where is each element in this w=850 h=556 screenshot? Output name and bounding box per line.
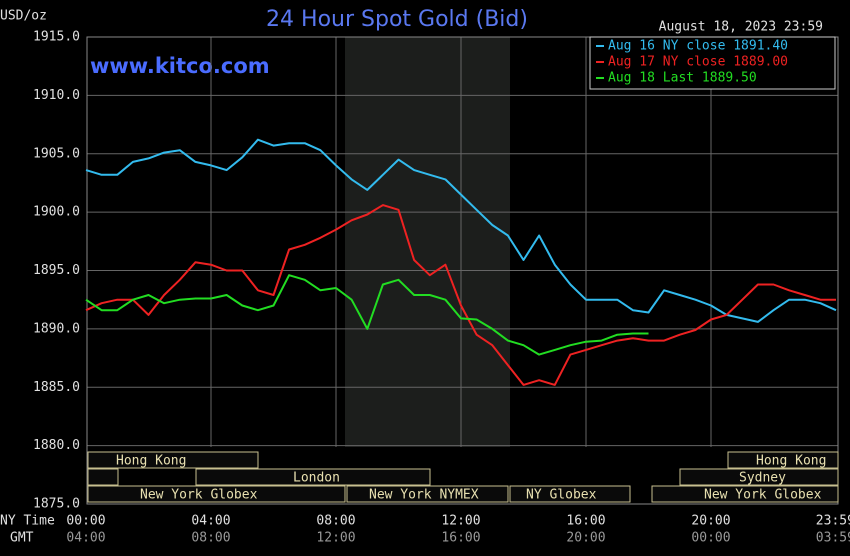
series-line	[85, 138, 837, 323]
legend-label: Aug 18 Last 1889.50	[608, 71, 757, 86]
series-line	[85, 274, 649, 356]
series-line	[85, 204, 836, 386]
session-label: Sydney	[739, 471, 786, 486]
x2-tick-label: 20:00	[566, 531, 605, 546]
session-box	[195, 468, 431, 486]
x2-tick-label: 03:59	[816, 531, 850, 546]
x2-tick-label: 04:00	[66, 531, 105, 546]
legend-label: Aug 16 NY close 1891.40	[608, 39, 788, 54]
y-tick-label: 1910.0	[33, 88, 80, 103]
y-tick-label: 1895.0	[33, 263, 80, 278]
x-tick-label: 16:00	[566, 514, 605, 529]
y-tick-label: 1915.0	[33, 30, 80, 45]
x2-tick-label: 00:00	[691, 531, 730, 546]
x2-tick-label: 12:00	[316, 531, 355, 546]
x2-axis-label: GMT	[10, 531, 34, 546]
session-box	[87, 485, 346, 503]
x-tick-label: 08:00	[316, 514, 355, 529]
y-tick-label: 1880.0	[33, 438, 80, 453]
chart-title: 24 Hour Spot Gold (Bid)	[266, 7, 528, 32]
x-tick-label: 04:00	[191, 514, 230, 529]
y-tick-label: 1885.0	[33, 380, 80, 395]
x-tick-label: 00:00	[66, 514, 105, 529]
x2-tick-label: 08:00	[191, 531, 230, 546]
x-axis-label: NY Time	[0, 514, 55, 529]
session-label: NY Globex	[526, 488, 597, 503]
session-box	[87, 451, 259, 469]
y-tick-label: 1890.0	[33, 321, 80, 336]
y-tick-label: 1905.0	[33, 146, 80, 161]
x-tick-label: 20:00	[691, 514, 730, 529]
watermark: www.kitco.com	[90, 54, 270, 78]
session-label: New York NYMEX	[369, 488, 479, 503]
shaded-region	[345, 37, 510, 447]
session-box	[346, 485, 509, 503]
session-label: New York Globex	[704, 488, 822, 503]
y-axis-label: USD/oz	[0, 9, 47, 24]
session-label: Hong Kong	[116, 454, 186, 469]
chart-date: August 18, 2023 23:59	[659, 20, 823, 35]
session-label: Hong Kong	[756, 454, 826, 469]
legend-box	[589, 36, 836, 90]
x2-tick-label: 16:00	[441, 531, 480, 546]
legend-label: Aug 17 NY close 1889.00	[608, 55, 788, 70]
session-box	[727, 451, 839, 469]
session-label: New York Globex	[140, 488, 258, 503]
x-tick-label: 23:59	[816, 514, 850, 529]
session-box	[679, 468, 839, 486]
session-label: London	[293, 471, 340, 486]
session-box	[509, 485, 631, 503]
y-tick-label: 1875.0	[33, 497, 80, 512]
plot-border	[86, 36, 839, 505]
x-tick-label: 12:00	[441, 514, 480, 529]
session-box	[651, 485, 839, 503]
y-tick-label: 1900.0	[33, 205, 80, 220]
session-box	[87, 468, 119, 486]
